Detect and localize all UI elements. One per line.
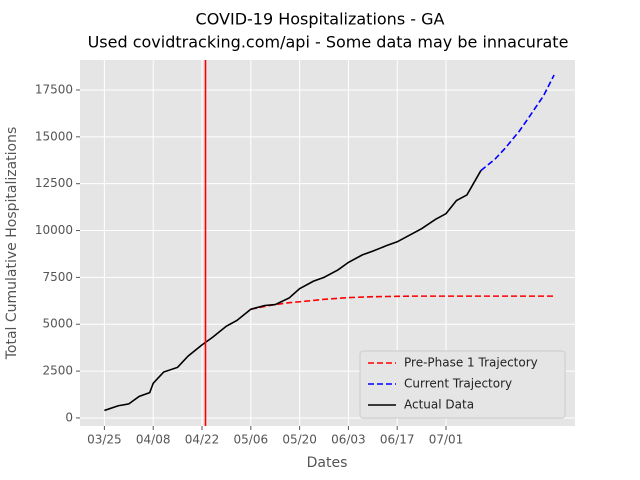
series-line (250, 295, 555, 311)
x-tick-label: 05/20 (282, 433, 317, 447)
legend-box (359, 350, 566, 419)
marks (104, 60, 555, 426)
y-tick-label: 7500 (42, 270, 73, 284)
chart-title: COVID-19 Hospitalizations - GA (196, 10, 445, 29)
chart-subtitle: Used covidtracking.com/api - Some data m… (88, 33, 569, 52)
grid (80, 60, 575, 426)
x-tick-label: 04/22 (185, 433, 220, 447)
y-tick-label: 17500 (35, 82, 73, 96)
legend-label: Actual Data (404, 398, 474, 412)
y-tick-label: 10000 (35, 223, 73, 237)
y-tick-label: 15000 (35, 129, 73, 143)
x-tick-label: 06/03 (331, 433, 366, 447)
y-tick-label: 2500 (42, 364, 73, 378)
series-line (104, 170, 482, 412)
legend: Pre-Phase 1 Trajectory Current Trajectory… (359, 350, 566, 419)
x-tick-label: 05/06 (234, 433, 269, 447)
y-tick-label: 5000 (42, 317, 73, 331)
legend-label: Pre-Phase 1 Trajectory (404, 356, 538, 370)
series-line (480, 74, 555, 172)
y-tick-label: 12500 (35, 176, 73, 190)
x-tick-label: 04/08 (136, 433, 171, 447)
y-axis-label: Total Cumulative Hospitalizations (4, 127, 20, 361)
x-tick-label: 06/17 (380, 433, 415, 447)
x-tick-label: 03/25 (87, 433, 122, 447)
x-axis-label: Dates (307, 455, 348, 471)
y-tick-label: 0 (65, 410, 73, 424)
x-tick-label: 07/01 (429, 433, 464, 447)
legend-label: Current Trajectory (404, 377, 512, 391)
